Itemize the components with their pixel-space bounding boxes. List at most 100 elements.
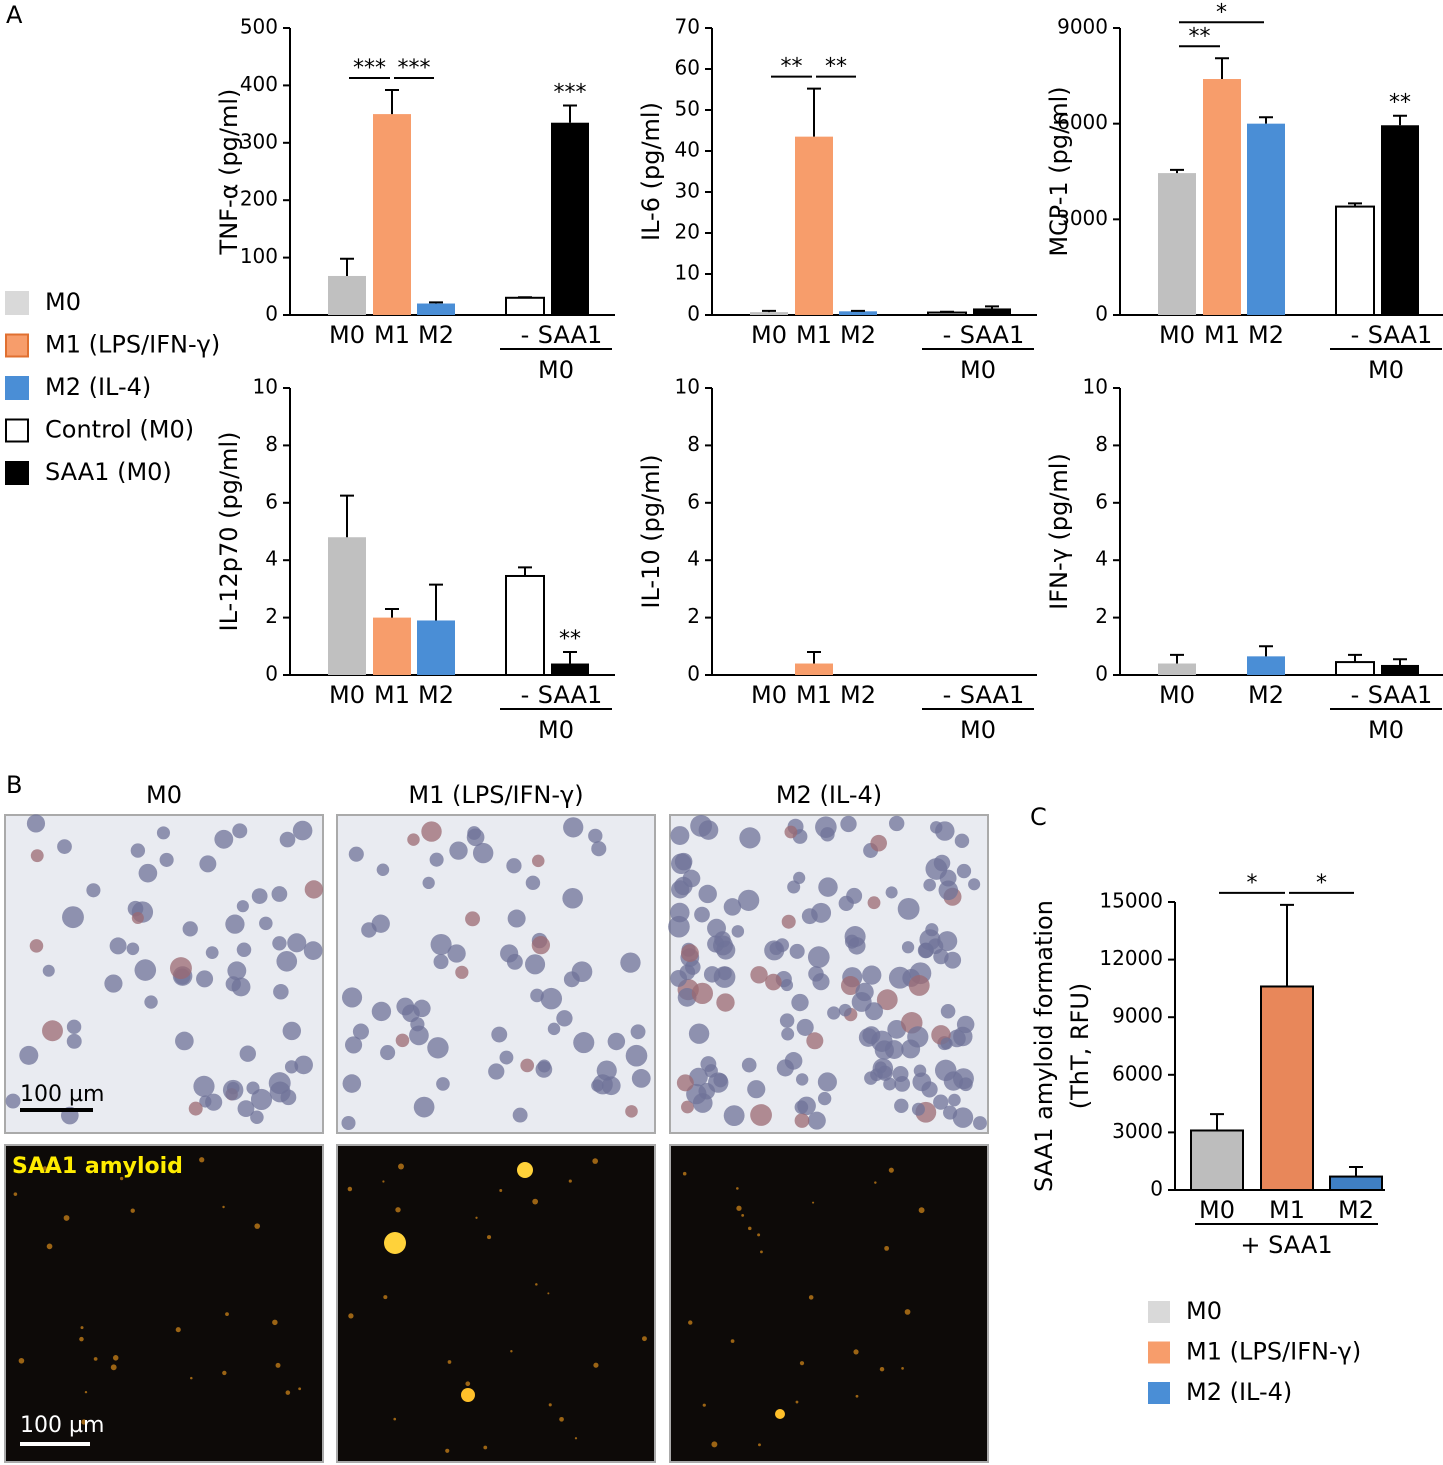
- cell: [935, 821, 955, 841]
- error-bar: [1348, 653, 1362, 663]
- cell: [371, 914, 390, 933]
- bar: [328, 537, 366, 675]
- cell: [175, 1031, 194, 1051]
- error-bar: [1259, 645, 1273, 657]
- cell: [588, 828, 603, 844]
- significance-label: **: [825, 55, 847, 80]
- cell: [793, 871, 806, 885]
- cell: [500, 944, 519, 963]
- cell: [66, 1033, 82, 1049]
- error-bar: [340, 494, 354, 538]
- group-label: M0: [538, 716, 574, 744]
- bar: [1329, 1175, 1383, 1192]
- cell: [535, 1061, 553, 1078]
- y-tick-label: 10: [675, 375, 700, 399]
- cell: [341, 1115, 356, 1131]
- cell: [131, 911, 144, 924]
- cell: [731, 925, 745, 938]
- bar: [927, 311, 967, 317]
- cell: [237, 1100, 255, 1118]
- amyloid-spot: [702, 1403, 706, 1407]
- cell: [953, 1026, 973, 1047]
- error-bar: [429, 583, 443, 621]
- amyloid-spot: [918, 1207, 925, 1214]
- error-bar: [807, 651, 821, 664]
- amyloid-spot: [130, 1208, 135, 1213]
- cell: [499, 1050, 514, 1065]
- cell: [943, 1105, 958, 1120]
- y-tick-label: 8: [1095, 432, 1108, 456]
- y-tick-label: 9000: [1112, 1004, 1163, 1028]
- cell: [348, 846, 364, 862]
- cell: [674, 876, 693, 896]
- amyloid-spot: [382, 1180, 385, 1183]
- amyloid-spot: [81, 1419, 87, 1425]
- cell: [698, 884, 717, 904]
- legend-label: M2 (IL-4): [45, 373, 151, 401]
- cell: [287, 933, 307, 953]
- cell: [858, 1028, 878, 1047]
- bar: [1260, 985, 1314, 1191]
- bar: [551, 122, 589, 316]
- cell: [948, 1093, 961, 1107]
- cell: [5, 1093, 21, 1109]
- cell: [531, 936, 551, 955]
- cell: [670, 853, 692, 875]
- amyloid-spot: [384, 1232, 406, 1254]
- cell: [26, 814, 46, 833]
- cell: [700, 1056, 717, 1072]
- bar: [973, 308, 1011, 315]
- cell: [940, 1003, 956, 1019]
- cell: [707, 918, 726, 938]
- legend-label: M1 (LPS/IFN-γ): [45, 331, 220, 359]
- amyloid-spot: [532, 1198, 539, 1205]
- bar: [551, 663, 589, 675]
- cell: [840, 815, 857, 833]
- y-tick-label: 100: [240, 244, 278, 268]
- group-label: M0: [538, 356, 574, 384]
- amyloid-spot: [884, 1245, 890, 1251]
- cell: [723, 898, 742, 916]
- cell: [864, 1071, 878, 1085]
- cell: [787, 880, 801, 894]
- amyloid-spot: [853, 1349, 859, 1355]
- amyloid-spot: [642, 1336, 647, 1342]
- cell: [30, 849, 44, 863]
- amyloid-spot: [593, 1362, 599, 1368]
- column-title: M2 (IL-4): [776, 781, 882, 809]
- x-tick-label: -: [943, 681, 952, 709]
- y-tick-label: 0: [1095, 302, 1108, 326]
- cell: [104, 974, 123, 993]
- cell: [908, 975, 930, 996]
- cell: [556, 1010, 573, 1027]
- amyloid-spot: [736, 1205, 742, 1211]
- cell: [507, 909, 526, 928]
- cell: [134, 959, 157, 981]
- cell: [512, 1107, 528, 1123]
- x-tick-label: SAA1: [960, 681, 1024, 709]
- cell: [739, 827, 761, 849]
- amyloid-spot: [748, 1226, 752, 1231]
- fluorescence-image: [669, 1144, 989, 1463]
- cell: [668, 915, 690, 938]
- cell: [855, 982, 874, 1002]
- cell: [421, 821, 442, 842]
- y-axis-label: IFN-γ (pg/ml): [1045, 453, 1073, 610]
- x-tick-label: M0: [751, 681, 787, 709]
- cell: [231, 977, 251, 997]
- cell: [531, 854, 545, 868]
- amyloid-spot: [812, 1201, 815, 1204]
- cell: [571, 961, 593, 983]
- group-label: + SAA1: [1240, 1231, 1332, 1259]
- y-tick-label: 30: [675, 179, 700, 203]
- column-title: M1 (LPS/IFN-γ): [408, 781, 583, 809]
- cell: [907, 1026, 929, 1048]
- amyloid-spot: [795, 1400, 799, 1404]
- cell: [827, 1006, 841, 1020]
- x-tick-label: M0: [1199, 1196, 1235, 1224]
- y-tick-label: 0: [687, 662, 700, 686]
- amyloid-spot: [175, 1327, 181, 1333]
- legend-swatch: [1148, 1301, 1170, 1323]
- cell: [750, 1104, 772, 1126]
- error-bar: [1349, 1165, 1363, 1177]
